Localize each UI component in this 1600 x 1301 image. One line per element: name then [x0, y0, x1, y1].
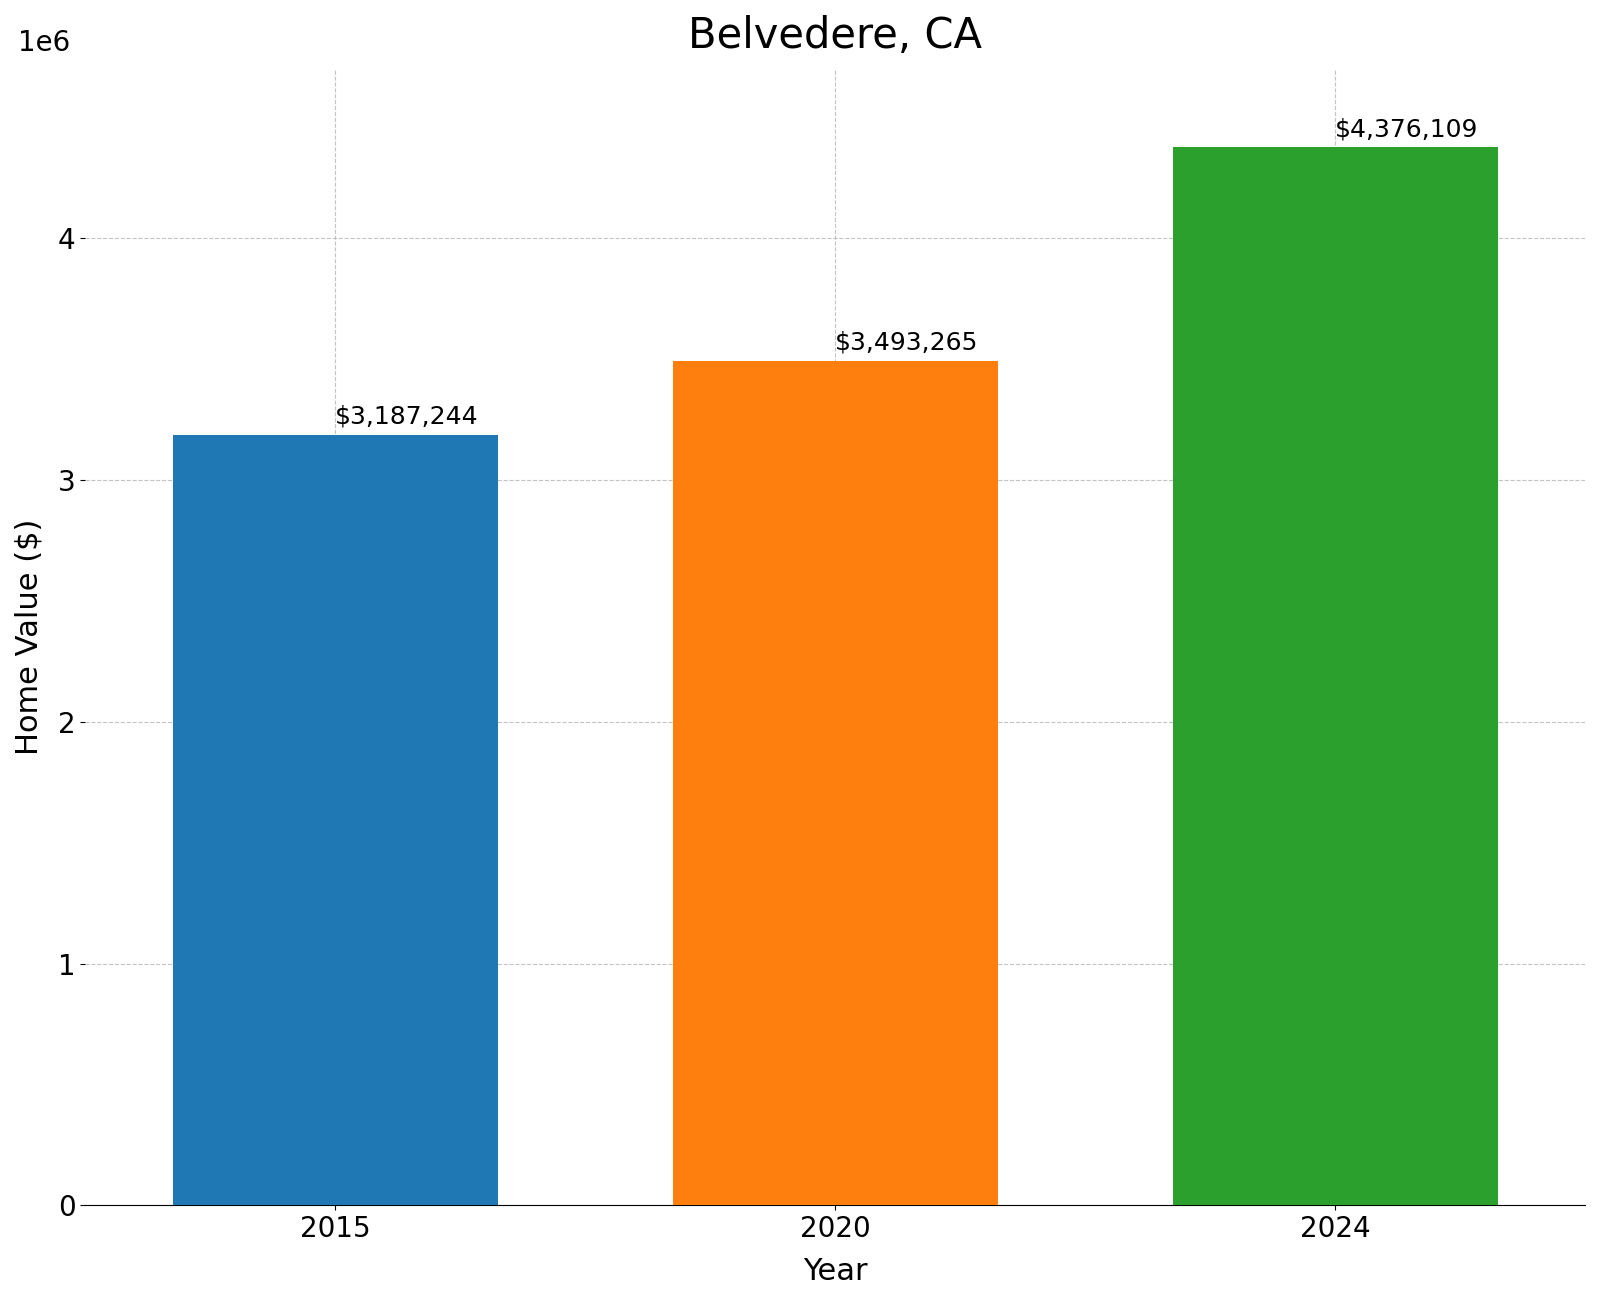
Text: 1e6: 1e6 [18, 30, 70, 57]
X-axis label: Year: Year [803, 1257, 867, 1285]
Bar [672, 360, 998, 1206]
Text: $3,187,244: $3,187,244 [336, 405, 478, 428]
Bar [173, 435, 498, 1206]
Title: Belvedere, CA: Belvedere, CA [688, 16, 982, 57]
Bar [1173, 147, 1498, 1206]
Text: $3,493,265: $3,493,265 [835, 330, 979, 355]
Text: $4,376,109: $4,376,109 [1334, 117, 1478, 141]
Y-axis label: Home Value ($): Home Value ($) [14, 519, 45, 756]
